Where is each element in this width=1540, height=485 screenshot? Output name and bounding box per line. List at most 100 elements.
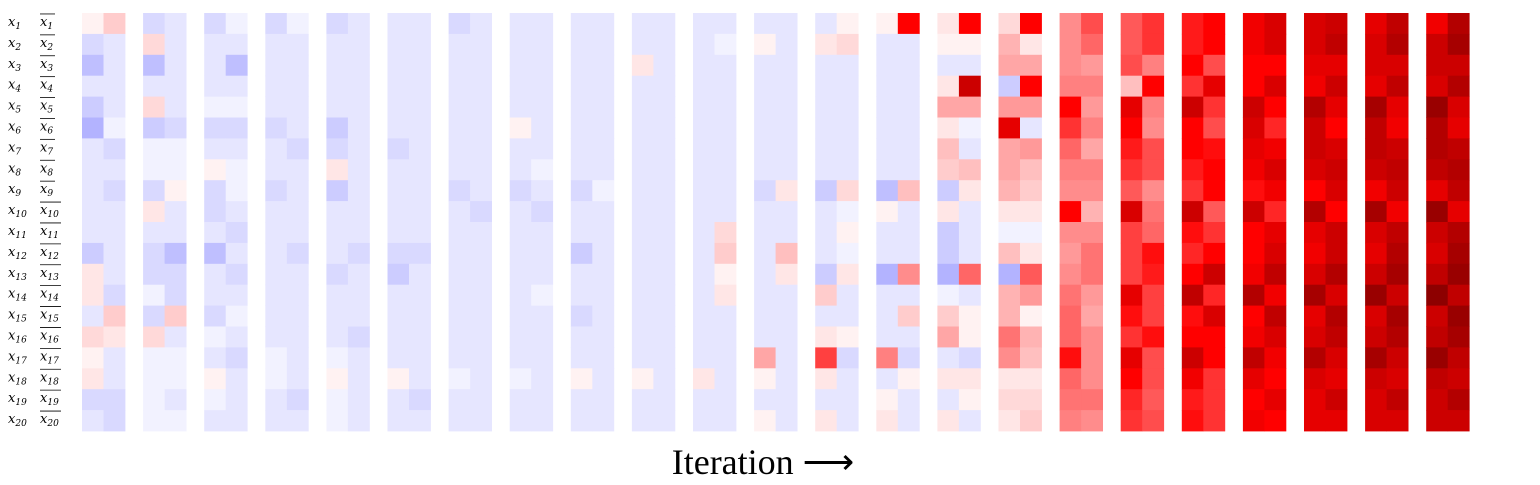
heatmap-cell [815,222,838,244]
heatmap-cell [775,263,798,286]
heatmap-cell [225,201,248,223]
heatmap-cell [103,368,126,390]
heatmap-cell [1365,242,1387,265]
heatmap-cell [815,347,838,369]
heatmap-cell [815,33,838,56]
iteration-block [815,13,859,432]
heatmap-cell [1203,284,1226,306]
heatmap-cell [265,222,288,244]
heatmap-cell [1365,54,1387,77]
heatmap-cell [1386,347,1409,369]
iteration-block [998,13,1042,432]
heatmap-cell [509,389,532,411]
heatmap-cell [164,54,187,77]
heatmap-cell [1426,368,1449,390]
heatmap-cell [1264,222,1287,244]
row-label-negated: x10 [40,203,59,220]
heatmap-cell [1264,33,1287,56]
heatmap-cell [815,75,838,97]
heatmap-cell [326,201,349,223]
heatmap-cell [653,138,676,160]
heatmap-cell [286,326,309,348]
heatmap-cell [1426,138,1449,160]
heatmap-cell [265,75,288,97]
row-label-variable: x6 [8,119,21,136]
heatmap-cell [958,180,981,202]
row-label-variable: x8 [8,161,21,178]
heatmap-cell [1181,305,1204,327]
heatmap-cell [570,368,593,390]
heatmap-cell [143,263,165,286]
heatmap-cell [326,242,349,265]
heatmap-cell [1325,75,1348,97]
heatmap-cell [1365,201,1387,223]
row-label-negated: x4 [40,78,53,95]
heatmap-cell [775,159,798,181]
heatmap-cell [1386,284,1409,306]
heatmap-cell [409,389,431,411]
row-label-negated: x14 [40,287,59,304]
heatmap-cell [143,54,165,77]
heatmap-cell [204,159,227,181]
heatmap-cell [1242,159,1265,181]
heatmap-cell [164,222,187,244]
heatmap-cell [347,326,370,348]
heatmap-cell [286,389,309,411]
heatmap-cell [326,410,349,432]
heatmap-cell [265,326,288,348]
heatmap-cell [1325,54,1348,77]
heatmap-cell [409,284,431,306]
heatmap-cell [714,138,737,160]
heatmap-cell [876,410,899,432]
heatmap-cell [570,33,593,56]
heatmap-cell [143,13,165,35]
heatmap-cell [103,159,126,181]
heatmap-cell [693,368,715,390]
heatmap-cell [570,222,593,244]
heatmap-cell [204,96,227,118]
heatmap-cell [1059,180,1082,202]
heatmap-cell [1386,368,1409,390]
heatmap-cell [82,326,104,348]
heatmap-cell [82,75,104,97]
heatmap-cell [998,389,1021,411]
heatmap-cell [1059,54,1082,77]
heatmap-cell [754,222,776,244]
heatmap-cell [387,368,410,390]
heatmap-cell [509,13,532,35]
heatmap-cell [754,54,776,77]
heatmap-cell [1386,305,1409,327]
heatmap-cell [1142,242,1165,265]
heatmap-cell [897,263,920,286]
heatmap-cell [409,138,431,160]
heatmap-cell [592,410,615,432]
heatmap-cell [1142,138,1165,160]
heatmap-cell [1386,410,1409,432]
iteration-block [509,13,554,432]
heatmap-cell [409,305,431,327]
heatmap-cell [509,263,532,286]
heatmap-cell [592,117,615,139]
heatmap-cell [714,201,737,223]
heatmap-cell [1426,347,1449,369]
heatmap-cell [531,75,554,97]
row-label-variable: x16 [8,328,27,345]
heatmap-cell [326,222,349,244]
heatmap-cell [509,138,532,160]
heatmap-cell [1365,263,1387,286]
heatmap-cell [326,33,349,56]
heatmap-cell [225,159,248,181]
heatmap-cell [836,180,859,202]
heatmap-cell [1142,368,1165,390]
heatmap-cell [1120,284,1143,306]
iteration-block [631,13,676,432]
heatmap-cell [693,284,715,306]
heatmap-cell [815,242,838,265]
iteration-block [265,13,309,432]
heatmap-cell [1264,410,1287,432]
heatmap-cell [836,410,859,432]
heatmap-cell [570,347,593,369]
heatmap-cell [1447,138,1470,160]
heatmap-cell [1304,75,1326,97]
heatmap-cell [347,96,370,118]
